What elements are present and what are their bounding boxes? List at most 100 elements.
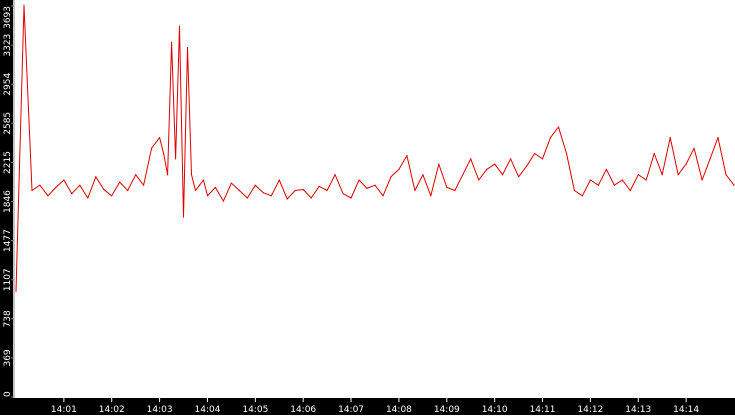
data-point bbox=[194, 189, 197, 192]
data-point bbox=[685, 163, 687, 165]
data-point bbox=[95, 176, 97, 178]
x-tick-label: 14:06 bbox=[290, 405, 316, 415]
data-point bbox=[151, 147, 153, 149]
y-axis: 0 369 738 1107 1477 1846 2215 2585 2954 3323 3693 bbox=[0, 0, 15, 415]
data-point bbox=[589, 179, 592, 181]
x-tick-label: 14:12 bbox=[577, 405, 603, 415]
data-point bbox=[470, 158, 472, 160]
data-point bbox=[573, 189, 576, 192]
y-tick-label: 2585 bbox=[3, 112, 13, 135]
data-point bbox=[178, 25, 181, 27]
data-point bbox=[398, 168, 400, 170]
data-point bbox=[494, 163, 496, 165]
data-point bbox=[733, 184, 735, 186]
data-point bbox=[190, 174, 193, 176]
data-point bbox=[79, 184, 81, 186]
data-point bbox=[701, 179, 703, 181]
x-tick-label: 14:02 bbox=[99, 405, 125, 415]
x-tick-label: 14:03 bbox=[147, 405, 173, 415]
data-point bbox=[486, 168, 488, 170]
data-point bbox=[238, 189, 240, 192]
data-point bbox=[175, 158, 177, 160]
data-point bbox=[534, 152, 536, 155]
data-point bbox=[637, 174, 639, 176]
x-tick-label: 14:09 bbox=[434, 405, 460, 415]
data-point bbox=[143, 184, 145, 186]
data-point bbox=[254, 184, 256, 186]
data-point bbox=[725, 174, 727, 176]
data-point bbox=[63, 179, 65, 181]
data-point bbox=[47, 195, 49, 197]
y-tick-label: 738 bbox=[3, 310, 13, 327]
data-point bbox=[382, 195, 384, 197]
data-point bbox=[645, 179, 647, 181]
y-tick-label: 1107 bbox=[3, 268, 13, 291]
data-point bbox=[163, 152, 165, 155]
data-point bbox=[159, 137, 161, 139]
data-point bbox=[318, 185, 320, 187]
data-point bbox=[270, 195, 272, 197]
data-point bbox=[661, 174, 663, 176]
data-point bbox=[462, 174, 464, 176]
y-tick-label: 369 bbox=[3, 349, 13, 366]
data-point bbox=[326, 189, 328, 192]
series-layer bbox=[15, 4, 735, 292]
data-point bbox=[127, 189, 129, 192]
data-point bbox=[414, 189, 416, 192]
data-point bbox=[302, 188, 304, 191]
data-point bbox=[510, 158, 512, 160]
x-tick-label: 14:10 bbox=[482, 405, 508, 415]
x-tick-label: 14:13 bbox=[625, 405, 651, 415]
data-point bbox=[478, 179, 480, 181]
data-point bbox=[549, 137, 552, 139]
y-tick-label: 2954 bbox=[3, 73, 13, 96]
data-point bbox=[262, 192, 264, 194]
data-point bbox=[182, 216, 185, 218]
data-point bbox=[186, 47, 189, 49]
data-point bbox=[454, 189, 456, 192]
data-point bbox=[286, 198, 288, 200]
data-point bbox=[334, 174, 336, 176]
data-point bbox=[541, 158, 544, 160]
x-axis: 14:01 14:02 14:03 14:04 14:05 14:06 14:07 14:08… bbox=[0, 398, 735, 415]
data-point bbox=[374, 184, 376, 186]
data-point bbox=[202, 179, 205, 181]
x-tick-label: 14:04 bbox=[194, 405, 220, 415]
x-axis-band bbox=[0, 398, 735, 415]
data-point bbox=[230, 182, 232, 184]
data-point bbox=[206, 195, 209, 197]
data-point bbox=[111, 195, 113, 197]
data-point bbox=[342, 193, 344, 195]
y-tick-label: 0 bbox=[3, 391, 13, 397]
data-point bbox=[71, 193, 73, 195]
data-point bbox=[502, 174, 504, 176]
data-point bbox=[518, 176, 520, 178]
x-tick-label: 14:01 bbox=[51, 405, 77, 415]
y-tick-label: 3323 bbox=[3, 34, 13, 57]
data-point bbox=[621, 179, 623, 181]
data-point bbox=[581, 195, 584, 197]
x-tick-label: 14:05 bbox=[242, 405, 268, 415]
data-point bbox=[171, 41, 173, 43]
data-point bbox=[438, 163, 440, 165]
data-point bbox=[358, 179, 360, 181]
data-point bbox=[15, 290, 17, 292]
data-point bbox=[135, 174, 137, 176]
data-point bbox=[422, 174, 424, 176]
data-point bbox=[167, 174, 169, 176]
data-point bbox=[629, 189, 631, 192]
data-point bbox=[119, 181, 121, 183]
y-tick-label: 2215 bbox=[3, 151, 13, 174]
y-axis-band bbox=[0, 0, 13, 415]
data-point bbox=[31, 189, 33, 192]
x-tick-label: 14:07 bbox=[338, 405, 364, 415]
data-point bbox=[693, 147, 695, 149]
data-point bbox=[605, 168, 608, 170]
data-point bbox=[390, 176, 392, 178]
data-point bbox=[406, 155, 408, 157]
data-point bbox=[103, 188, 105, 191]
y-tick-label: 1477 bbox=[3, 229, 13, 252]
